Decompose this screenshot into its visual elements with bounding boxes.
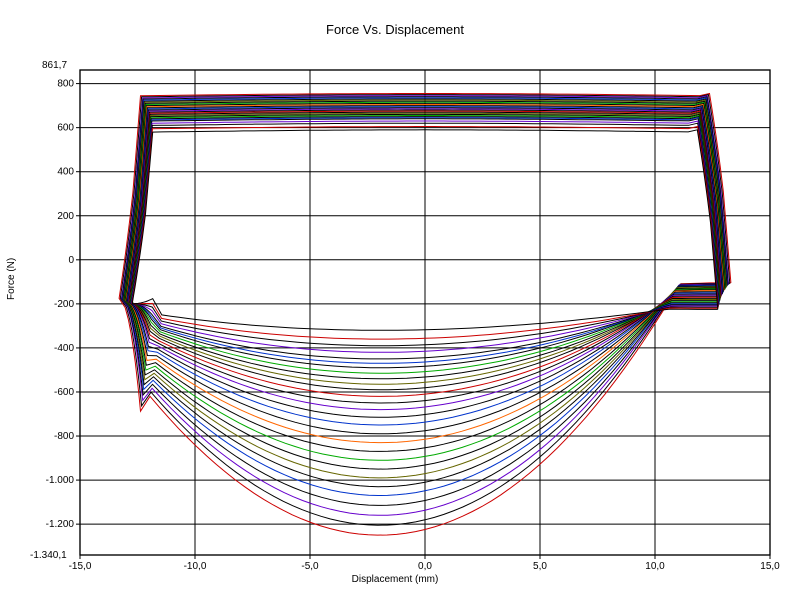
y-axis-min-value: -1.340,1 — [30, 550, 67, 561]
y-tick-label: 0 — [68, 255, 74, 266]
chart-svg: -15,0 -10,0 -5,0 0,0 5,0 10,0 15,0 -1.200 -1.000… — [0, 0, 790, 595]
x-tick-label: -10,0 — [184, 561, 207, 572]
x-tick-label: 15,0 — [760, 561, 780, 572]
y-axis-max-value: 861,7 — [42, 60, 67, 71]
x-tick-label: 0,0 — [418, 561, 432, 572]
chart-container: Force Vs. Displacement Force (N) Displac… — [0, 0, 790, 595]
y-tick-label: 800 — [57, 79, 74, 90]
y-tick-label: -800 — [54, 431, 74, 442]
y-tick-label: -1.200 — [46, 519, 75, 530]
x-axis-label: Displacement (mm) — [0, 574, 790, 585]
x-tick-label: 10,0 — [645, 561, 665, 572]
y-axis-label: Force (N) — [6, 258, 17, 300]
y-tick-label: 600 — [57, 123, 74, 134]
y-tick-label: -1.000 — [46, 475, 75, 486]
y-tick-label: 200 — [57, 211, 74, 222]
x-tick-label: -5,0 — [301, 561, 319, 572]
chart-title: Force Vs. Displacement — [0, 22, 790, 37]
y-tick-label: 400 — [57, 167, 74, 178]
x-tick-label: -15,0 — [69, 561, 92, 572]
y-tick-label: -200 — [54, 299, 74, 310]
y-tick-label: -600 — [54, 387, 74, 398]
x-tick-label: 5,0 — [533, 561, 547, 572]
y-tick-label: -400 — [54, 343, 74, 354]
